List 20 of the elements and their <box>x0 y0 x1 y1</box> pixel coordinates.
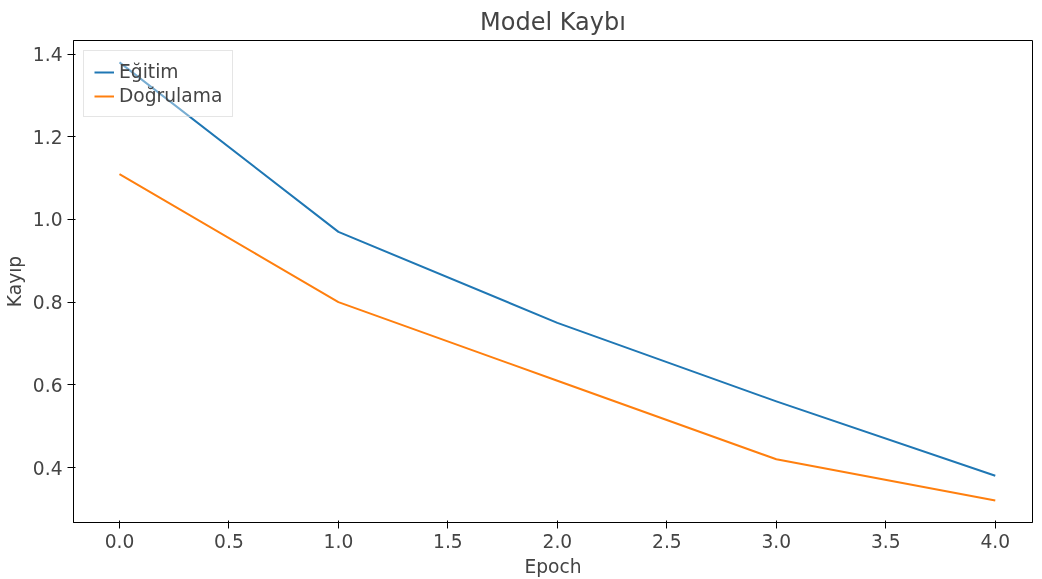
y-tick-label: 1.0 <box>32 209 63 231</box>
x-tick-label: 4.0 <box>980 530 1011 552</box>
y-axis-title: Kayıp <box>3 255 25 308</box>
y-tick-label: 1.2 <box>32 126 63 148</box>
x-tick-label: 2.0 <box>542 530 573 552</box>
x-tick-label: 1.5 <box>433 530 463 552</box>
y-tick-label: 1.4 <box>32 44 63 66</box>
y-tick-label: 0.6 <box>32 374 63 396</box>
x-axis-title: Epoch <box>524 555 582 577</box>
x-tick-label: 0.0 <box>104 530 135 552</box>
y-tick-label: 0.8 <box>32 292 63 314</box>
x-tick-label: 3.0 <box>761 530 792 552</box>
line-series <box>118 173 997 502</box>
x-tick-label: 2.5 <box>652 530 682 552</box>
x-tick-label: 0.5 <box>214 530 244 552</box>
x-tick-label: 3.5 <box>870 530 901 552</box>
x-tick-label: 1.0 <box>323 530 354 552</box>
chart-title: Model Kaybı <box>480 7 626 36</box>
y-tick-label: 0.4 <box>32 457 63 479</box>
line-series <box>118 61 997 477</box>
